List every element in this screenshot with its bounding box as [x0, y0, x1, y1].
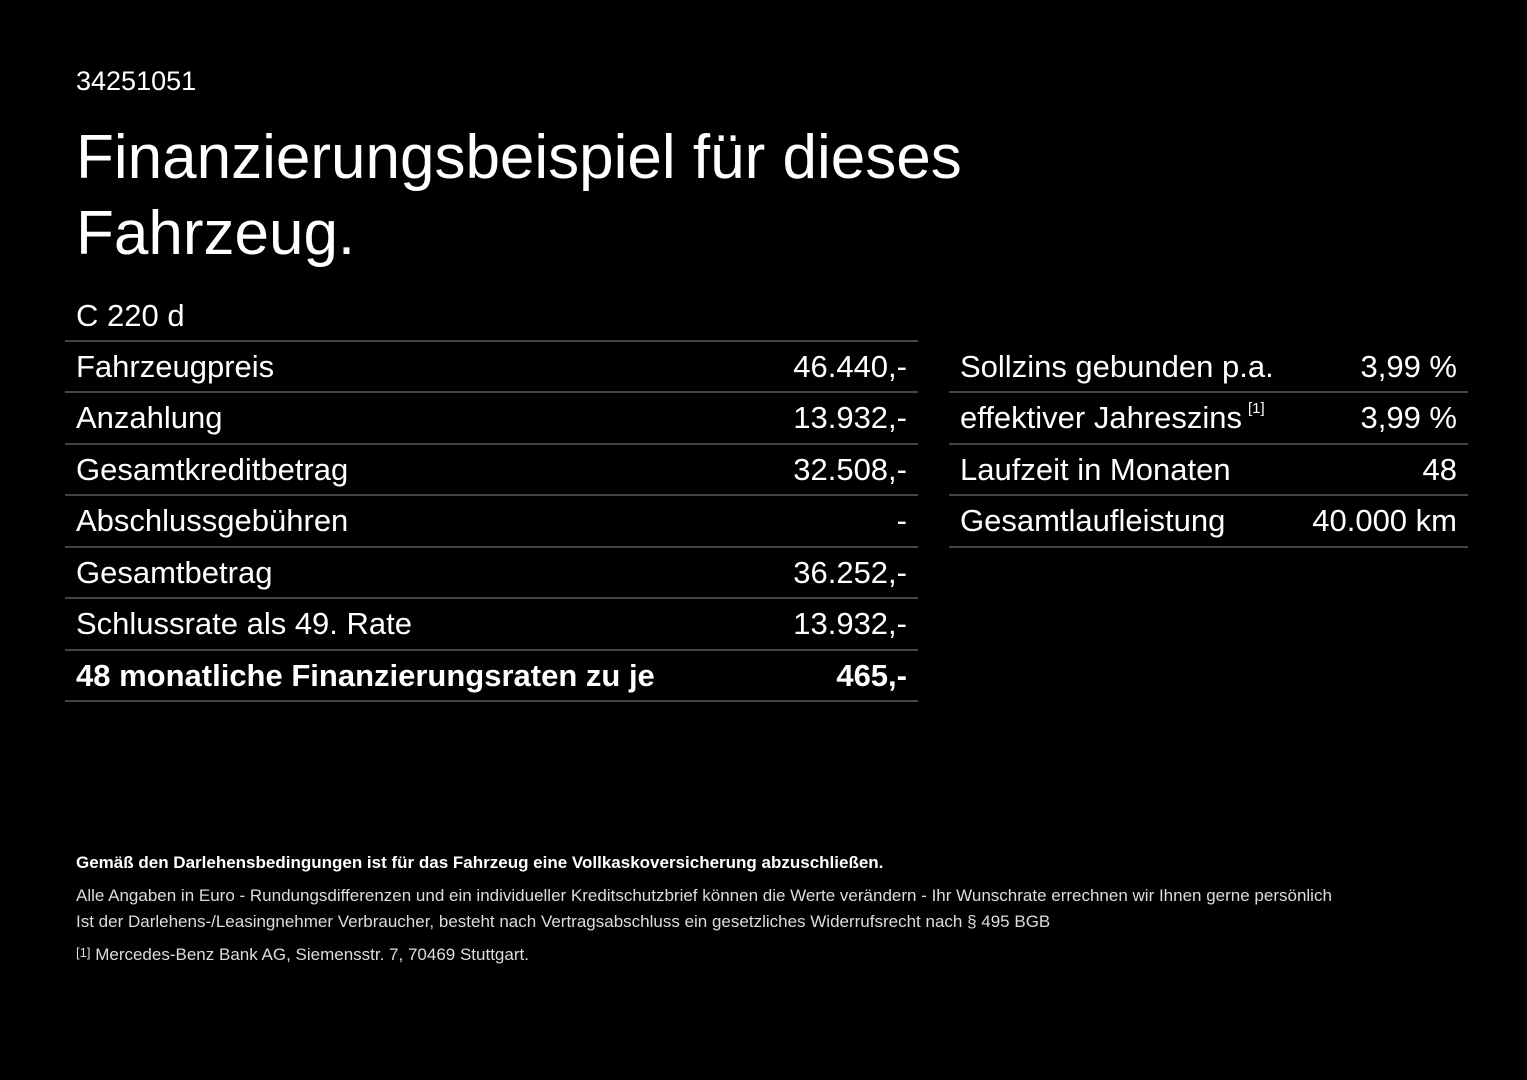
table-row: Gesamtbetrag 36.252,-: [65, 548, 918, 599]
footer-line: Alle Angaben in Euro - Rundungsdifferenz…: [76, 886, 1332, 905]
table-row: Abschlussgebühren -: [65, 497, 918, 548]
row-value: 40.000 km: [1312, 503, 1457, 538]
footer-line: Ist der Darlehens-/Leasingnehmer Verbrau…: [76, 912, 1051, 931]
table-row: Gesamtlaufleistung 40.000 km: [949, 497, 1468, 548]
model: C 220 d: [76, 298, 185, 333]
row-value: 13.932,-: [793, 606, 907, 641]
row-label: effektiver Jahreszins [1]: [960, 400, 1265, 435]
table-row: 48 monatliche Finanzierungsraten zu je 46…: [65, 651, 918, 702]
row-label: Sollzins gebunden p.a.: [960, 348, 1274, 384]
title: Finanzierungsbeispiel für dieses Fahrzeug…: [76, 120, 962, 272]
row-label: Abschlussgebühren: [76, 503, 349, 538]
table-row: Laufzeit in Monaten 48: [949, 445, 1468, 496]
row-value: 32.508,-: [793, 451, 907, 487]
footer-text: Alle Angaben in Euro - Rundungsdifferenz…: [76, 883, 1332, 935]
row-value: -: [896, 503, 907, 538]
row-value: 48: [1422, 451, 1457, 487]
row-label: Gesamtlaufleistung: [960, 503, 1226, 538]
table-row: Gesamtkreditbetrag 32.508,-: [65, 445, 918, 496]
row-label: Fahrzeugpreis: [76, 348, 275, 384]
table-row: Sollzins gebunden p.a. 3,99 %: [949, 342, 1468, 393]
table-row: Schlussrate als 49. Rate 13.932,-: [65, 600, 918, 651]
row-label: 48 monatliche Finanzierungsraten zu je: [76, 657, 655, 693]
table-row: effektiver Jahreszins [1] 3,99 %: [949, 394, 1468, 445]
footnote-marker: [1]: [76, 945, 91, 960]
row-value: 3,99 %: [1360, 400, 1457, 435]
row-value: 13.932,-: [793, 400, 907, 435]
title-line: Fahrzeug.: [76, 199, 356, 268]
row-label: Schlussrate als 49. Rate: [76, 606, 413, 641]
row-label: Laufzeit in Monaten: [960, 451, 1231, 487]
row-label: Gesamtkreditbetrag: [76, 451, 349, 487]
row-value: 36.252,-: [793, 554, 907, 590]
vehicle-id: 34251051: [76, 66, 197, 96]
row-label: Gesamtbetrag: [76, 554, 273, 590]
row-value: 465,-: [836, 657, 907, 693]
row-value: 46.440,-: [793, 348, 907, 384]
title-line: Finanzierungsbeispiel für dieses: [76, 123, 962, 192]
row-value: 3,99 %: [1360, 348, 1457, 384]
table-row: Anzahlung 13.932,-: [65, 394, 918, 445]
footnote-ref: [1]: [1248, 400, 1265, 417]
footnote-text: Mercedes-Benz Bank AG, Siemensstr. 7, 70…: [95, 945, 529, 964]
footnote: [1] Mercedes-Benz Bank AG, Siemensstr. 7…: [76, 945, 529, 965]
row-label: Anzahlung: [76, 400, 223, 435]
divider: [65, 340, 918, 342]
table-row: Fahrzeugpreis 46.440,-: [65, 342, 918, 393]
footer-bold: Gemäß den Darlehensbedingungen ist für d…: [76, 853, 884, 872]
